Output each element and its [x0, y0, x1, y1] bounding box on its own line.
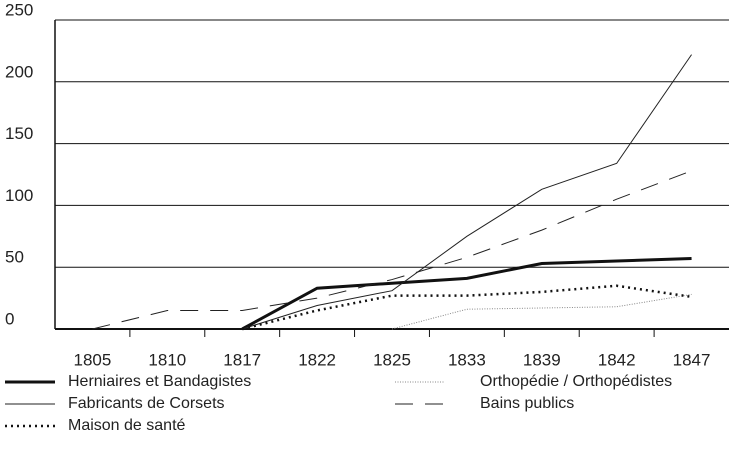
y-tick-label: 50	[5, 248, 24, 267]
legend-label: Orthopédie / Orthopédistes	[480, 373, 672, 390]
y-tick-label: 150	[5, 124, 33, 143]
x-tick-label: 1822	[298, 350, 336, 369]
x-tick-label: 1810	[148, 350, 186, 369]
y-tick-label: 0	[5, 309, 14, 328]
y-tick-label: 250	[5, 0, 33, 19]
x-tick-label: 1817	[223, 350, 261, 369]
legend-label: Maison de santé	[68, 417, 186, 434]
x-tick-label: 1805	[74, 350, 112, 369]
x-tick-label: 1839	[523, 350, 561, 369]
legend-label: Bains publics	[480, 395, 574, 412]
series-line	[242, 54, 692, 330]
x-tick-label: 1842	[598, 350, 636, 369]
y-tick-label: 200	[5, 62, 33, 81]
series-line	[241, 284, 692, 331]
x-tick-label: 1833	[448, 350, 486, 369]
x-tick-label: 1825	[373, 350, 411, 369]
x-tick-label: 1847	[673, 350, 711, 369]
series-line	[391, 293, 692, 330]
series-line	[92, 170, 692, 330]
y-tick-label: 100	[5, 186, 33, 205]
legend-label: Fabricants de Corsets	[68, 395, 225, 412]
series-line	[241, 257, 692, 331]
legend-label: Herniaires et Bandagistes	[68, 373, 251, 390]
